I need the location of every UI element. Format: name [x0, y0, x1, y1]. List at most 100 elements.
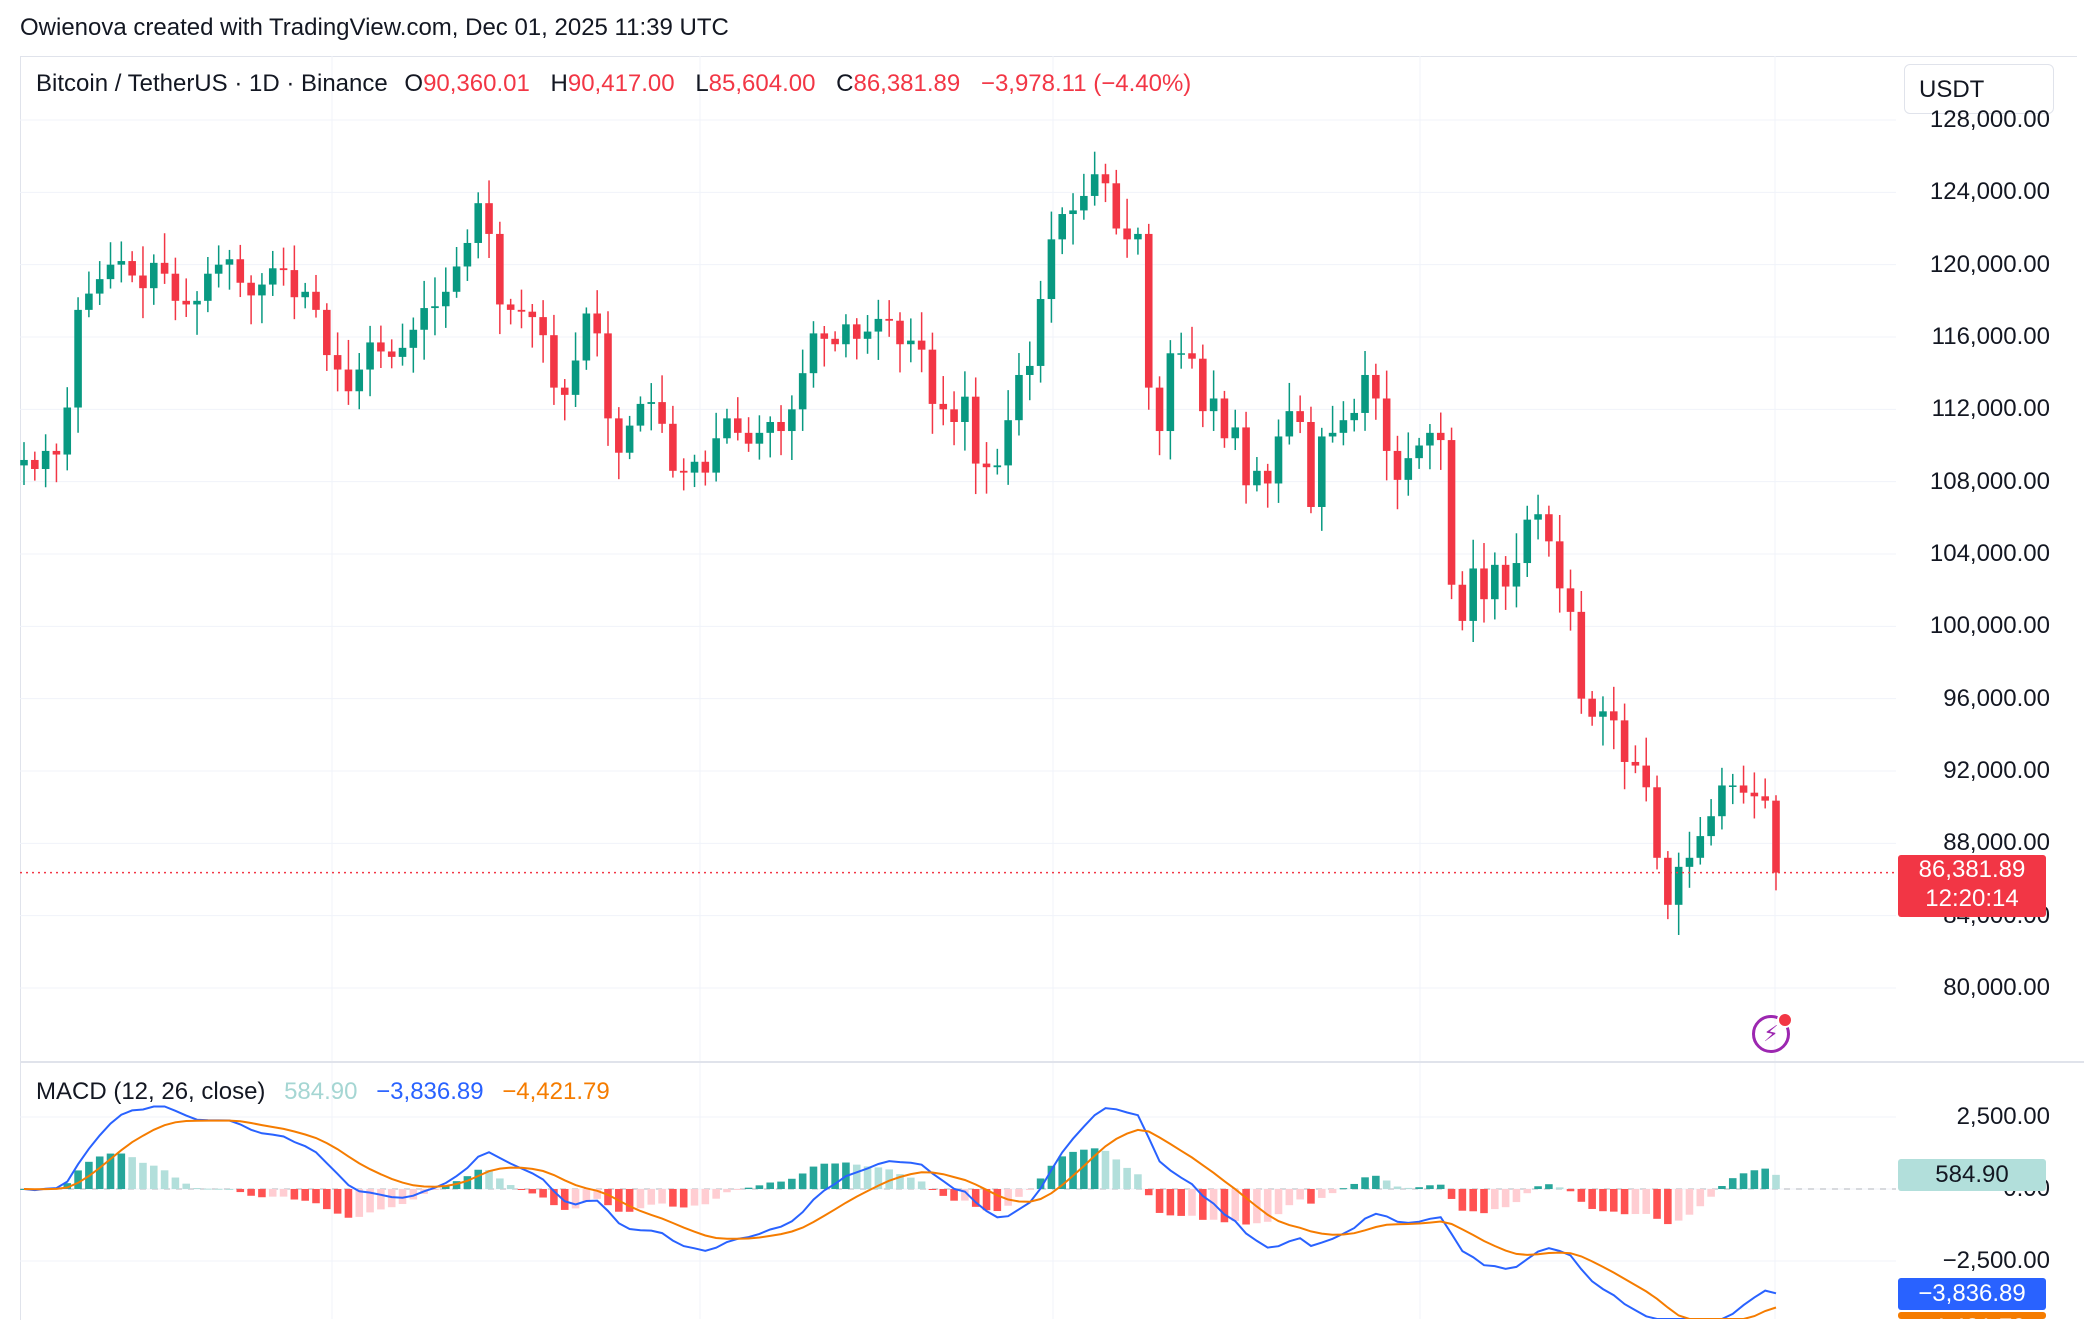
macd-histogram-bar — [1620, 1189, 1629, 1215]
candle-body — [1436, 432, 1445, 441]
candle-body — [744, 432, 753, 444]
macd-histogram-bar — [225, 1188, 234, 1190]
macd-histogram-bar — [993, 1189, 1002, 1212]
candle-body — [1209, 398, 1218, 412]
candle-body — [1566, 588, 1575, 612]
candle-body — [1242, 427, 1250, 486]
candle-body — [214, 264, 223, 274]
macd-histogram-bar — [1155, 1189, 1164, 1213]
macd-title[interactable]: MACD (12, 26, close) — [36, 1078, 266, 1105]
candle-body — [1253, 470, 1261, 486]
macd-histogram-bar — [517, 1189, 526, 1190]
macd-histogram-bar — [571, 1189, 580, 1209]
macd-histogram-bar — [863, 1166, 872, 1189]
candle-body — [647, 402, 656, 404]
candle-body — [1480, 568, 1488, 600]
change-value: −3,978.11 (−4.40%) — [980, 70, 1192, 97]
macd-histogram-bar — [1458, 1189, 1467, 1211]
macd-histogram-bar — [669, 1189, 677, 1207]
candle-body — [615, 418, 623, 453]
candle-body — [1501, 564, 1510, 587]
macd-histogram-bar — [1523, 1189, 1532, 1194]
macd-histogram-bar — [1642, 1189, 1651, 1214]
macd-histogram-bar — [1307, 1189, 1315, 1204]
candle-body — [1015, 374, 1023, 421]
macd-histogram-bar — [1415, 1187, 1423, 1189]
macd-histogram-bar — [1177, 1189, 1185, 1216]
candle-body — [1274, 436, 1283, 484]
macd-histogram-bar — [950, 1189, 958, 1201]
candle-body — [377, 342, 385, 352]
candle-body — [539, 317, 547, 336]
macd-histogram-bar — [182, 1183, 191, 1189]
candle-body — [885, 318, 893, 321]
candle-body — [1382, 398, 1391, 451]
candle-body — [1350, 412, 1359, 421]
candle-body — [301, 291, 309, 298]
macd-histogram-bar — [550, 1189, 558, 1206]
macd-histogram-bar — [355, 1189, 364, 1217]
price-tick-label: 96,000.00 — [1943, 684, 2050, 712]
macd-histogram-bar — [1123, 1167, 1131, 1189]
candle-body — [236, 259, 245, 283]
candle-body — [863, 331, 872, 339]
macd-histogram-bar — [214, 1188, 223, 1190]
candle-body — [1036, 299, 1045, 366]
candle-body — [1058, 214, 1067, 240]
macd-histogram-bar — [1761, 1168, 1769, 1189]
candle-body — [1307, 421, 1315, 507]
macd-histogram-bar — [1750, 1170, 1759, 1189]
candle-body — [1469, 568, 1477, 621]
macd-histogram-bar — [149, 1165, 158, 1189]
macd-histogram-bar — [398, 1189, 407, 1205]
macd-histogram-bar — [604, 1189, 612, 1206]
macd-histogram-bar — [452, 1181, 461, 1189]
candle-body — [160, 262, 169, 274]
macd-histogram-bar — [1242, 1189, 1250, 1225]
candle-body — [733, 418, 742, 433]
candle-body — [560, 387, 569, 395]
flash-icon[interactable]: ⚡ — [1752, 1012, 1793, 1053]
macd-histogram-bar — [971, 1189, 980, 1207]
macd-histogram-bar — [917, 1181, 926, 1189]
candle-body — [1112, 183, 1121, 229]
price-tick-label: 124,000.00 — [1929, 178, 2050, 206]
candle-body — [1285, 411, 1294, 437]
macd-histogram-bar — [1491, 1189, 1499, 1210]
macd-histogram-bar — [733, 1189, 742, 1190]
candle-body — [496, 233, 504, 305]
candle-body — [474, 203, 483, 243]
chart-attribution: Owienova created with TradingView.com, D… — [20, 14, 729, 41]
candle-body — [1166, 353, 1175, 432]
macd-histogram-bar — [701, 1189, 710, 1205]
price-tick-label: 92,000.00 — [1943, 757, 2050, 784]
candle-body — [409, 329, 418, 348]
candle-body — [193, 300, 201, 305]
last-price-tag: 86,381.89 12:20:14 — [1898, 855, 2046, 917]
candle-body — [1220, 398, 1229, 439]
macd-histogram-bar — [160, 1170, 169, 1189]
candle-body — [1090, 174, 1099, 196]
candle-body — [1696, 836, 1705, 858]
candle-body — [128, 261, 136, 276]
candle-body — [1047, 239, 1056, 300]
close-label: C — [836, 70, 854, 97]
macd-histogram-bar — [1274, 1189, 1283, 1215]
macd-histogram-bar — [1036, 1178, 1045, 1189]
currency-button[interactable]: USDT — [1904, 64, 2054, 114]
candle-body — [1296, 411, 1304, 422]
notification-dot — [1777, 1012, 1793, 1028]
macd-histogram-value: 584.90 — [284, 1078, 358, 1105]
candle-body — [63, 407, 72, 455]
candle-body — [1664, 857, 1672, 905]
symbol-title[interactable]: Bitcoin / TetherUS · 1D · Binance — [36, 70, 388, 97]
candle-body — [896, 320, 904, 345]
macd-histogram-bar — [1631, 1189, 1640, 1215]
macd-signal-tag: −4,421.79 — [1898, 1312, 2046, 1319]
candle-body — [1728, 785, 1737, 787]
candle-body — [777, 421, 785, 432]
candle-body — [420, 308, 428, 330]
candle-body — [1317, 436, 1326, 507]
open-label: O — [404, 70, 424, 97]
